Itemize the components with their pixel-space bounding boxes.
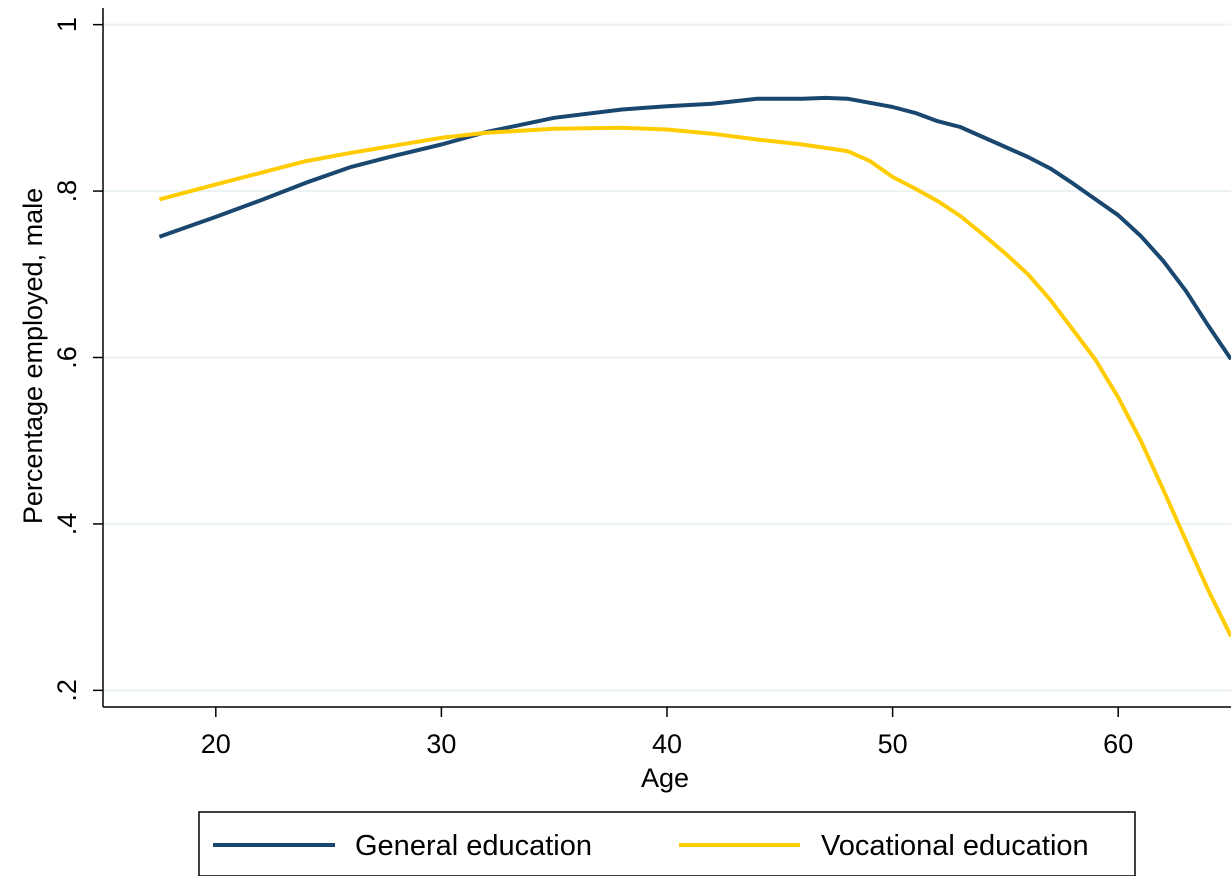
- series-lines: [158, 95, 1231, 638]
- grid-lines: [103, 23, 1231, 692]
- y-tick-label-2: .6: [52, 346, 82, 369]
- y-axis-title: Percentage employed, male: [18, 188, 48, 524]
- y-tick-label-1: .4: [52, 513, 82, 536]
- x-ticks: 20 30 40 50 60: [201, 707, 1133, 759]
- series-line-0: [158, 95, 1231, 361]
- y-tick-label-4: 1: [52, 17, 82, 32]
- series-line-1: [158, 125, 1231, 638]
- legend-box: [198, 811, 1136, 876]
- y-tick-label-3: .8: [52, 180, 82, 203]
- x-tick-label-3: 50: [878, 729, 908, 759]
- x-tick-label-4: 60: [1103, 729, 1133, 759]
- legend-label-general-education: General education: [355, 830, 592, 862]
- x-tick-label-2: 40: [652, 729, 682, 759]
- y-tick-label-0: .2: [52, 679, 82, 702]
- x-tick-label-0: 20: [201, 729, 231, 759]
- legend: General education Vocational education: [198, 811, 1136, 876]
- legend-label-vocational-education: Vocational education: [821, 830, 1089, 862]
- y-ticks: .2 .4 .6 .8 1: [52, 17, 103, 702]
- x-tick-label-1: 30: [426, 729, 456, 759]
- x-axis-title: Age: [641, 763, 689, 793]
